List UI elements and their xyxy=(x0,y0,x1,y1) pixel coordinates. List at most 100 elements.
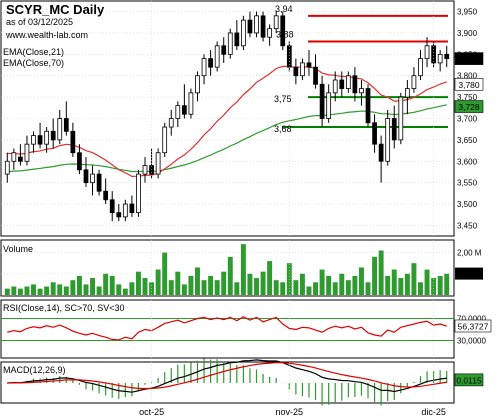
candle xyxy=(398,92,404,145)
volume-bar xyxy=(260,271,266,295)
volume-bar xyxy=(4,288,10,295)
ema70-value-tag: 3,728 xyxy=(458,102,480,112)
candle xyxy=(11,148,17,170)
candle xyxy=(326,84,332,123)
price-y-tick: 3,800 xyxy=(457,72,478,81)
volume-bar xyxy=(444,273,450,295)
candle xyxy=(391,105,397,149)
candle xyxy=(424,37,430,68)
candle-body xyxy=(181,105,187,115)
last-price-tag: 3,840 xyxy=(458,54,480,64)
candle xyxy=(306,50,312,76)
macd-lines xyxy=(7,359,447,393)
candle xyxy=(63,101,69,136)
candle-body xyxy=(267,28,272,38)
candle xyxy=(254,11,259,38)
chart-title: SCYR_MC Daily xyxy=(6,2,105,17)
candle xyxy=(280,11,286,51)
candle-body xyxy=(162,126,168,154)
candle xyxy=(201,54,207,85)
candle xyxy=(162,122,168,157)
candle-body xyxy=(444,53,450,60)
candle-body xyxy=(31,135,36,145)
volume-bar xyxy=(365,282,371,295)
volume-bar xyxy=(391,269,397,295)
macd-tag-box xyxy=(454,373,484,387)
candle-body xyxy=(116,212,122,218)
candle xyxy=(332,71,338,102)
candle xyxy=(418,50,423,80)
candle-body xyxy=(293,66,299,77)
candle xyxy=(221,37,227,63)
macd-last-value: 0,0115 xyxy=(456,375,482,385)
candle-body xyxy=(142,165,148,175)
macd-line xyxy=(7,359,447,393)
volume-bar xyxy=(37,288,43,295)
volume-bar xyxy=(208,275,214,295)
volume-bar xyxy=(214,280,220,295)
candle-body xyxy=(247,19,253,34)
candle-body xyxy=(122,203,128,218)
candle xyxy=(365,84,371,128)
level-label: 3,68 xyxy=(274,124,292,134)
candle xyxy=(44,127,50,153)
candle-body xyxy=(418,58,423,77)
candle-body xyxy=(50,130,56,141)
volume-tag-box xyxy=(455,267,483,280)
candle-body xyxy=(70,130,76,154)
volume-bar xyxy=(122,288,128,295)
candle-body xyxy=(372,122,377,145)
volume-bar xyxy=(326,275,332,295)
volume-bar xyxy=(313,282,319,295)
volume-bar xyxy=(155,269,161,295)
x-tick-label: dic-25 xyxy=(421,407,446,417)
candle-body xyxy=(90,173,95,184)
candle-body xyxy=(306,62,312,68)
last-price-tag-box xyxy=(454,52,484,65)
candle-body xyxy=(96,173,102,192)
price-y-tick: 3,950 xyxy=(457,8,478,17)
candle-body xyxy=(208,58,213,68)
volume-panel xyxy=(0,239,455,297)
volume-bar xyxy=(431,278,437,295)
candle xyxy=(227,28,233,59)
volume-last-value: 1,01 M xyxy=(456,269,482,279)
candle xyxy=(77,144,82,175)
volume-bar xyxy=(306,286,312,295)
candle xyxy=(411,67,417,93)
candle xyxy=(57,109,63,145)
candle-body xyxy=(241,19,246,47)
candle-body xyxy=(359,88,364,94)
price-level-labels: 3,94 3,88 3,75 3,68 xyxy=(274,4,294,134)
candle xyxy=(175,101,181,128)
rsi-title: RSI(Close,14), SC>70, SV<30 xyxy=(3,303,125,313)
candle xyxy=(195,71,200,102)
candle-body xyxy=(378,143,384,162)
candle-body xyxy=(18,156,23,162)
ema70-value-tag-box xyxy=(454,100,484,113)
candle xyxy=(352,67,358,102)
candle xyxy=(4,152,10,183)
volume-bar xyxy=(116,284,122,295)
candle xyxy=(129,195,135,217)
candle xyxy=(155,148,161,179)
rsi-y-tick: 30,0000 xyxy=(457,337,486,346)
volume-bar xyxy=(11,286,17,295)
candle-body xyxy=(424,45,430,60)
volume-bar xyxy=(17,288,23,295)
x-tick-label: oct-25 xyxy=(139,407,164,417)
candle xyxy=(300,58,305,80)
candle xyxy=(90,165,95,196)
volume-bar xyxy=(76,275,82,295)
candle-body xyxy=(168,118,174,128)
volume-bar xyxy=(372,256,378,295)
volume-bar xyxy=(424,269,430,295)
candle xyxy=(313,54,318,89)
candle xyxy=(188,88,194,119)
candle xyxy=(359,80,364,106)
candle xyxy=(103,178,109,205)
volume-y-tick: 2,00 M xyxy=(457,249,482,258)
volume-bar xyxy=(50,282,56,295)
candle-body xyxy=(300,62,305,77)
